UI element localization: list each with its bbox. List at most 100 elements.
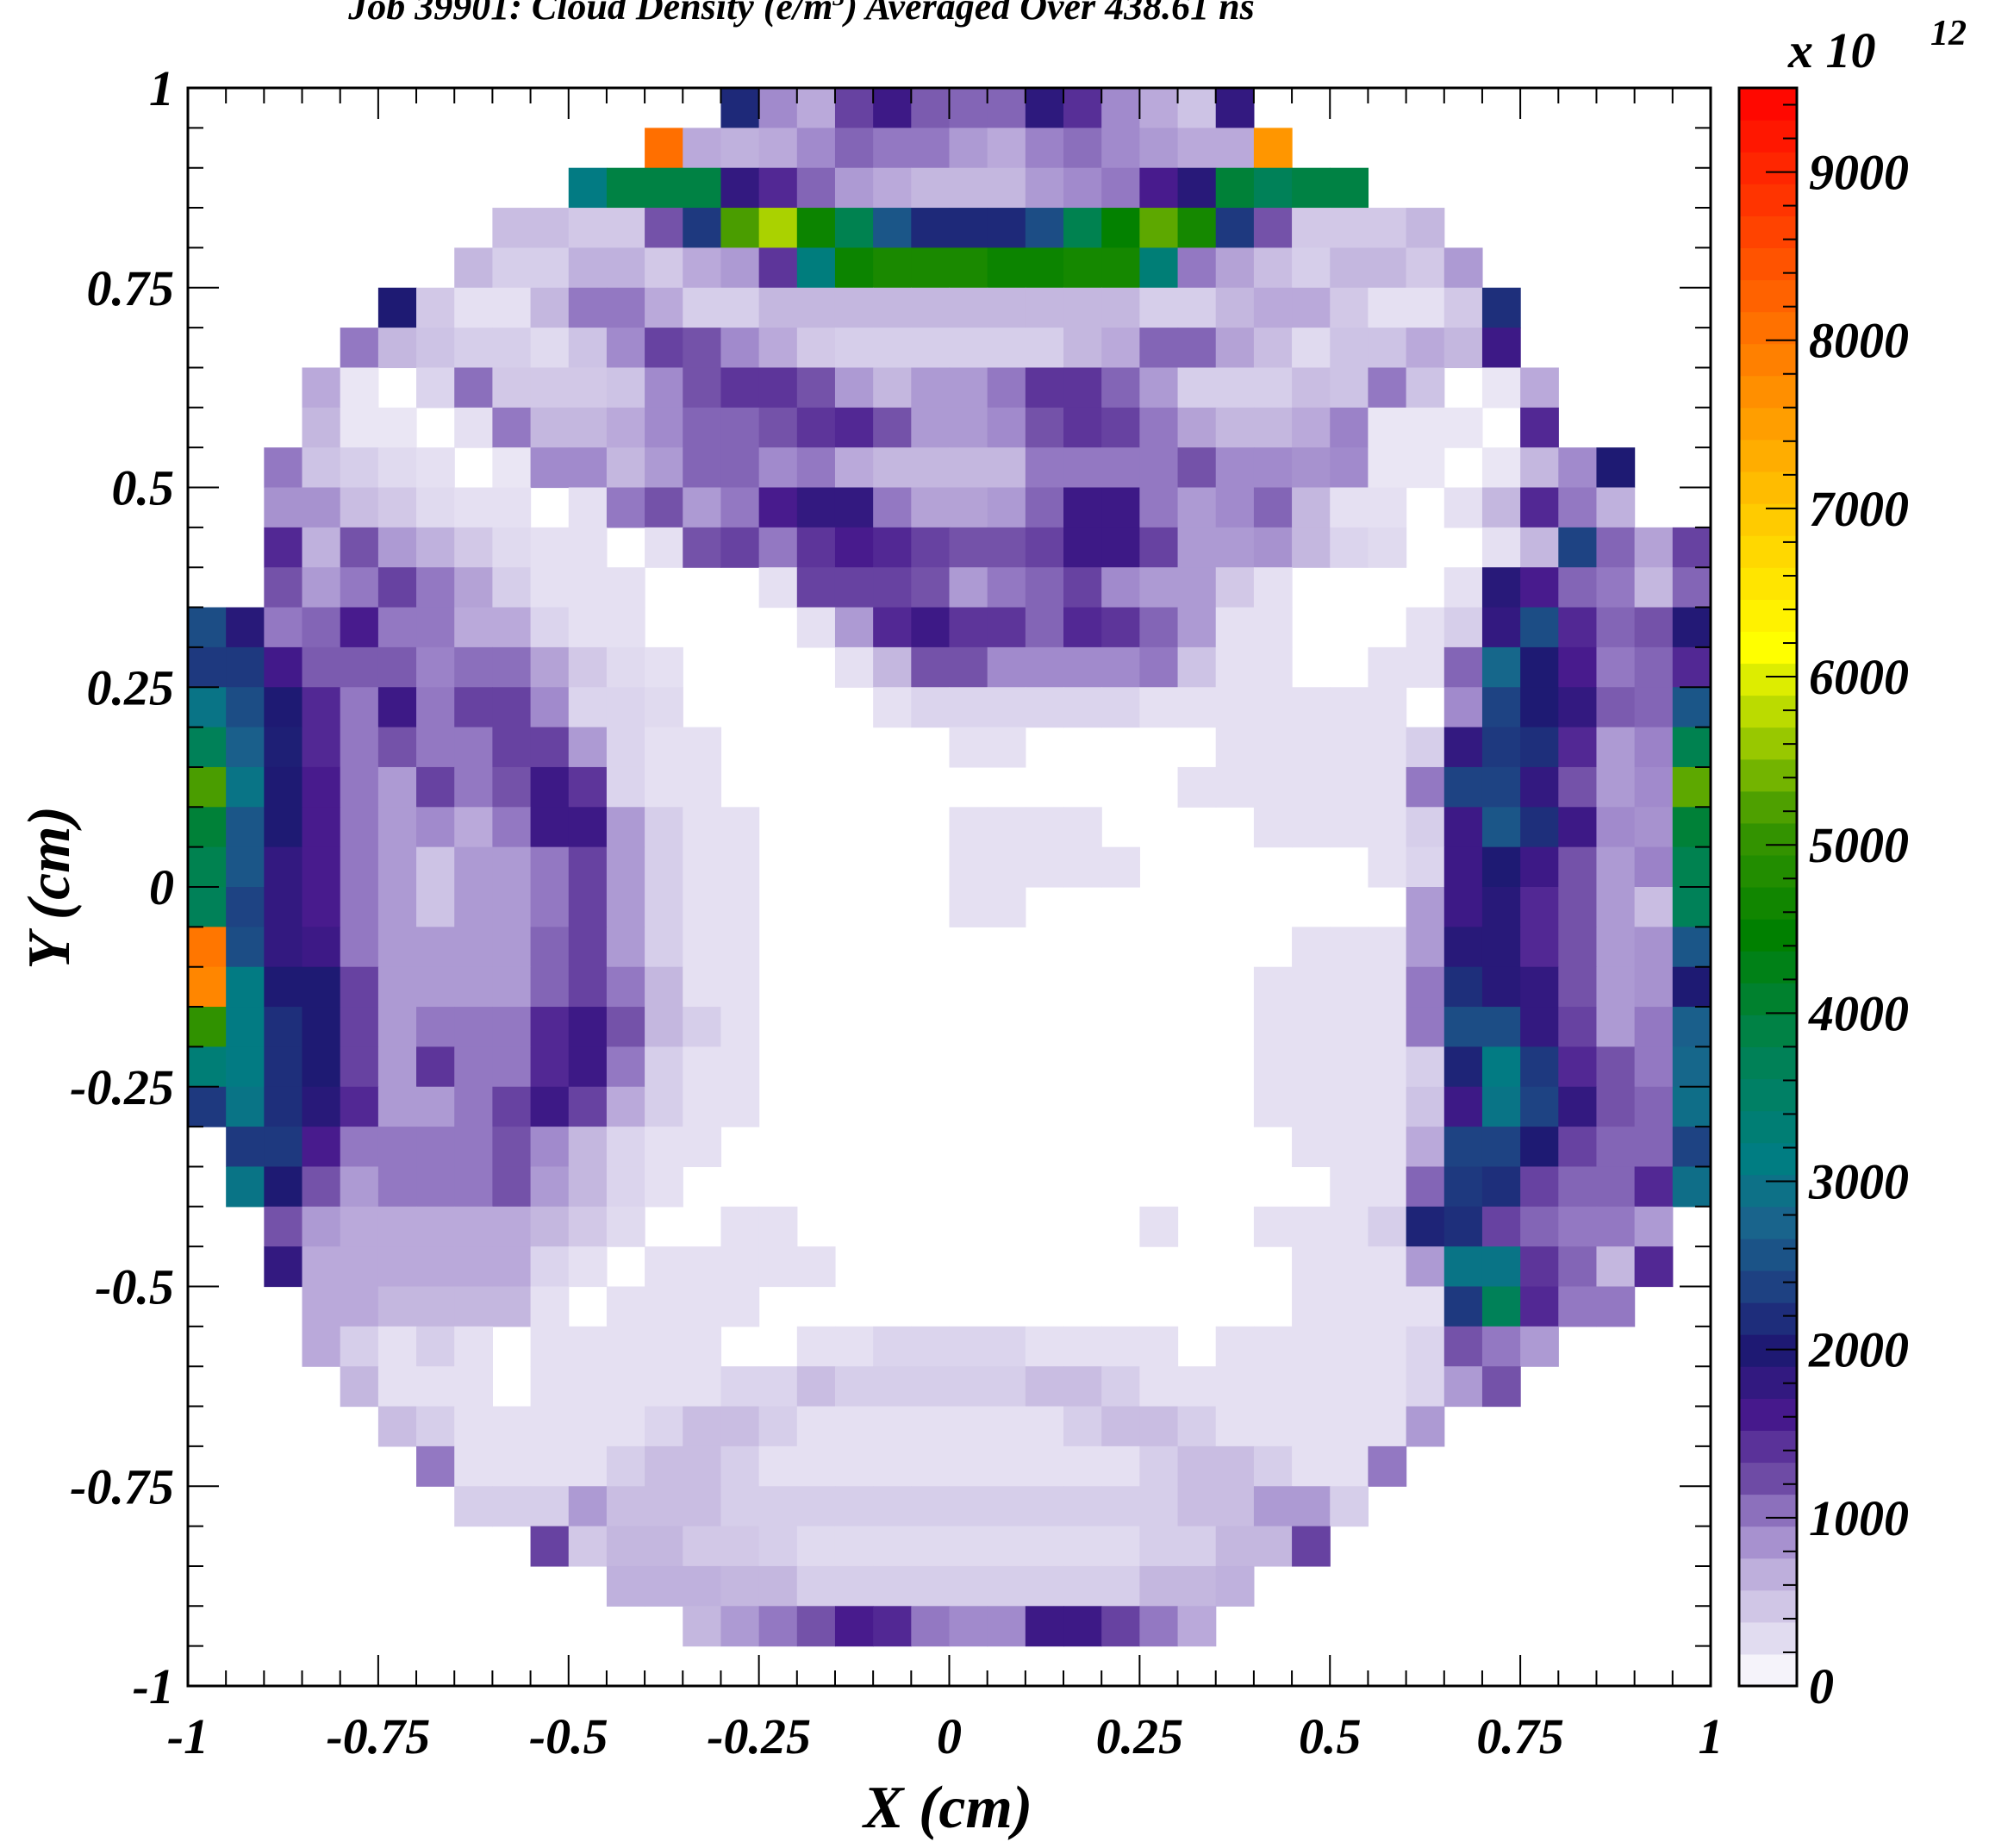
heatmap-cell (1025, 846, 1064, 888)
heatmap-cell (1253, 1526, 1293, 1567)
heatmap-cell (1215, 447, 1255, 489)
x-tick-label: 0.25 (1096, 1708, 1184, 1764)
heatmap-cell (1558, 487, 1598, 528)
heatmap-cell (645, 1486, 683, 1527)
heatmap-cell (1558, 646, 1598, 688)
heatmap-cell (302, 1086, 341, 1127)
heatmap-cell (568, 208, 608, 248)
heatmap-cell (377, 966, 417, 1008)
heatmap-cell (568, 966, 608, 1008)
heatmap-cell (226, 846, 265, 888)
heatmap-cell (720, 447, 760, 489)
heatmap-cell (1634, 1007, 1674, 1047)
heatmap-cell (1101, 607, 1140, 648)
heatmap-cell (1063, 367, 1102, 409)
heatmap-cell (1634, 1166, 1674, 1208)
heatmap-cell (264, 607, 303, 648)
heatmap-cell (1520, 1127, 1559, 1168)
heatmap-cell (796, 1406, 836, 1447)
heatmap-cell (683, 887, 722, 927)
heatmap-cell (606, 208, 645, 248)
heatmap-cell (1177, 407, 1217, 448)
colorbar-segment (1739, 439, 1797, 472)
heatmap-cell (987, 287, 1026, 328)
colorbar-segment (1739, 951, 1797, 983)
heatmap-cell (530, 247, 570, 289)
heatmap-cell (796, 1526, 836, 1567)
heatmap-cell (1139, 407, 1179, 448)
heatmap-cell (377, 1127, 417, 1168)
heatmap-cell (340, 687, 379, 728)
heatmap-cell (1406, 1246, 1445, 1288)
heatmap-cell (1672, 846, 1712, 888)
heatmap-cell (1481, 766, 1521, 808)
heatmap-cell (530, 807, 570, 848)
heatmap-cell (1520, 766, 1559, 808)
heatmap-cell (377, 1166, 417, 1208)
heatmap-cell (1368, 646, 1407, 688)
heatmap-cell (454, 328, 493, 369)
heatmap-cell (377, 328, 417, 369)
heatmap-cell (1139, 1526, 1179, 1567)
heatmap-cell (1672, 646, 1712, 688)
heatmap-cell (1063, 487, 1102, 528)
heatmap-cell (873, 1445, 912, 1487)
heatmap-cell (606, 1086, 645, 1127)
heatmap-cell (1330, 1445, 1369, 1487)
y-tick-label: 0.75 (87, 260, 175, 316)
heatmap-cell (568, 1486, 608, 1527)
colorbar-segment (1739, 1430, 1797, 1464)
colorbar-segment (1739, 152, 1797, 184)
heatmap-cell (683, 1286, 722, 1327)
heatmap-cell (1177, 766, 1217, 808)
heatmap-cell (1025, 807, 1064, 848)
heatmap-cell (226, 1086, 265, 1127)
heatmap-cell (1330, 687, 1369, 728)
heatmap-cell (606, 1127, 645, 1168)
heatmap-cell (1443, 727, 1483, 768)
heatmap-cell (568, 646, 608, 688)
heatmap-cell (1025, 287, 1064, 328)
heatmap-cell (1520, 447, 1559, 489)
heatmap-cell (1025, 1606, 1064, 1647)
heatmap-cell (1177, 607, 1217, 648)
heatmap-cell (1443, 1166, 1483, 1208)
heatmap-cell (1215, 88, 1255, 128)
heatmap-cell (1139, 208, 1179, 248)
heatmap-cell (1139, 88, 1179, 128)
heatmap-cell (911, 1565, 951, 1607)
heatmap-cell (340, 567, 379, 609)
heatmap-cell (188, 1086, 227, 1127)
heatmap-cell (1330, 1246, 1369, 1288)
heatmap-cell (1253, 1366, 1293, 1408)
heatmap-cell (1139, 646, 1179, 688)
heatmap-cell (834, 646, 874, 688)
heatmap-cell (683, 1486, 722, 1527)
heatmap-cell (416, 766, 455, 808)
heatmap-cell (606, 646, 645, 688)
heatmap-cell (1481, 447, 1521, 489)
heatmap-cell (911, 167, 951, 209)
heatmap-cell (530, 527, 570, 568)
heatmap-cell (1101, 88, 1140, 128)
heatmap-cell (1443, 487, 1483, 528)
heatmap-cell (1330, 208, 1369, 248)
colorbar-multiplier-prefix: x 10 (1787, 22, 1876, 78)
colorbar-segment (1739, 343, 1797, 377)
heatmap-cell (454, 527, 493, 568)
heatmap-cell (1063, 1326, 1102, 1367)
heatmap-cell (1253, 567, 1293, 609)
heatmap-cell (377, 1046, 417, 1088)
heatmap-cell (949, 1606, 988, 1647)
heatmap-cell (949, 287, 988, 328)
heatmap-cell (911, 1526, 951, 1567)
heatmap-cell (606, 567, 645, 609)
heatmap-cell (645, 646, 683, 688)
heatmap-cell (683, 167, 722, 209)
heatmap-cell (1520, 567, 1559, 609)
heatmap-cell (1634, 1246, 1674, 1288)
heatmap-cell (796, 287, 836, 328)
heatmap-cell (720, 846, 760, 888)
colorbar-segment (1739, 663, 1797, 696)
